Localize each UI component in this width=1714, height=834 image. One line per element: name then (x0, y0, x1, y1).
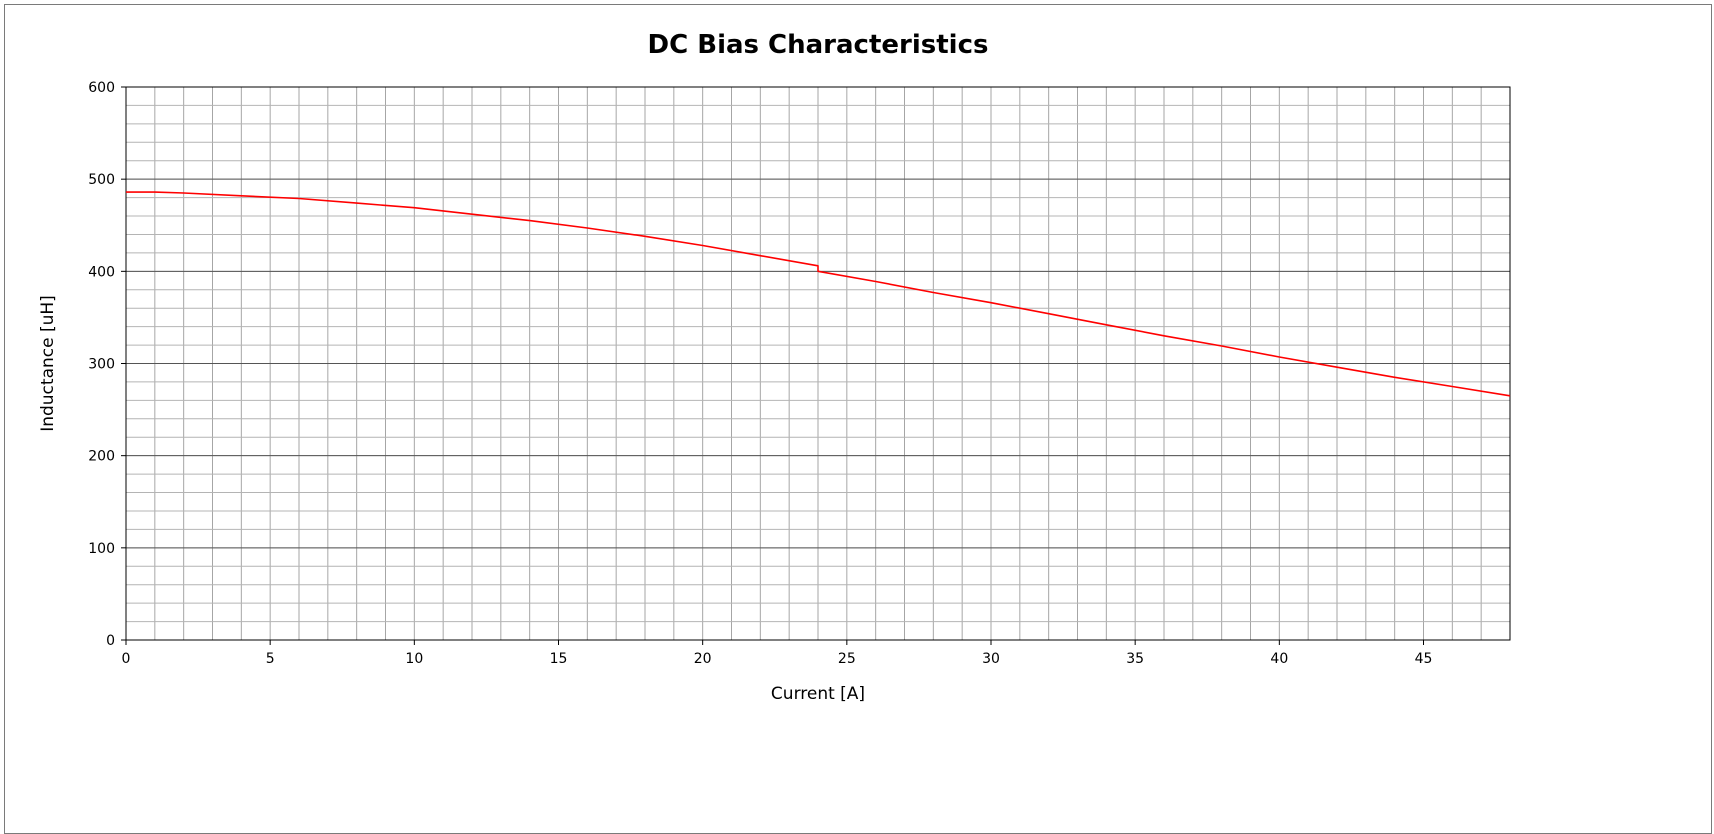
y-tick-label: 600 (88, 80, 115, 96)
y-axis-label: Inductance [uH] (38, 295, 58, 432)
x-tick-label: 5 (266, 651, 275, 667)
y-axis-ticks: 0 100 200 300 400 500 600 (88, 80, 126, 649)
chart: 0 5 10 15 20 25 30 35 40 45 0 100 200 300 400 500 600 D… (38, 30, 1511, 704)
y-tick-label: 200 (88, 449, 115, 465)
x-tick-label: 45 (1415, 651, 1433, 667)
x-axis-ticks: 0 5 10 15 20 25 30 35 40 45 (122, 640, 1433, 667)
x-tick-label: 10 (405, 651, 423, 667)
x-tick-label: 15 (550, 651, 568, 667)
x-tick-label: 25 (838, 651, 856, 667)
x-tick-label: 35 (1126, 651, 1144, 667)
chart-title: DC Bias Characteristics (648, 30, 989, 60)
x-tick-label: 30 (982, 651, 1000, 667)
x-tick-label: 20 (694, 651, 712, 667)
x-axis-label: Current [A] (771, 684, 865, 704)
y-tick-label: 500 (88, 172, 115, 188)
chart-frame: 0 5 10 15 20 25 30 35 40 45 0 100 200 300 400 500 600 D… (4, 4, 1712, 834)
x-tick-label: 40 (1270, 651, 1288, 667)
major-gridlines (126, 86, 1510, 641)
y-tick-label: 0 (106, 633, 115, 649)
x-tick-label: 0 (122, 651, 131, 667)
y-tick-label: 300 (88, 357, 115, 373)
series-layer (126, 191, 1511, 397)
series-line (126, 191, 1511, 397)
y-tick-label: 400 (88, 264, 115, 280)
y-tick-label: 100 (88, 541, 115, 557)
